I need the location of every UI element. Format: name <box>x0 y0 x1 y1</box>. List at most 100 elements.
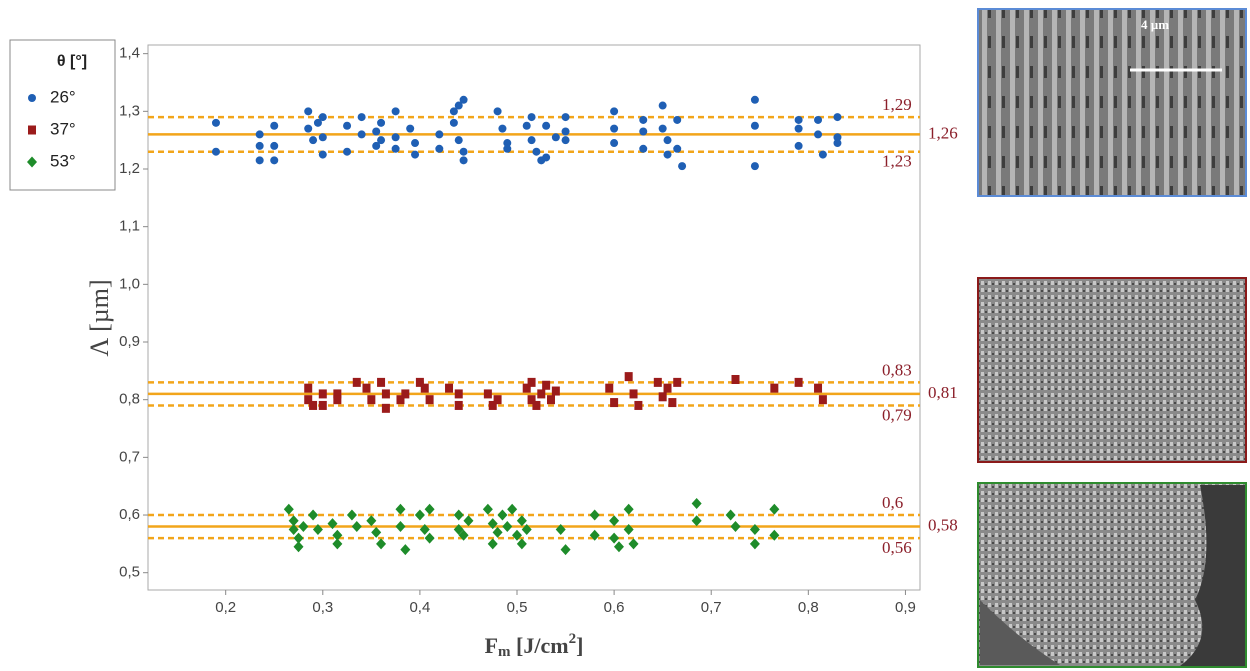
point <box>377 118 386 127</box>
point <box>381 403 390 413</box>
band-label: 1,26 <box>928 123 958 142</box>
point <box>211 118 220 127</box>
point <box>332 529 343 541</box>
point <box>493 395 502 405</box>
y-tick-label: 1,0 <box>119 275 140 292</box>
point <box>27 156 37 168</box>
point <box>381 389 390 399</box>
point <box>395 521 406 533</box>
y-tick-label: 1,1 <box>119 218 140 235</box>
legend-label: 37° <box>50 119 76 138</box>
point <box>794 141 803 150</box>
point <box>512 529 523 541</box>
point <box>453 509 464 521</box>
point <box>270 121 279 130</box>
point <box>749 523 760 535</box>
point <box>376 538 387 550</box>
point <box>503 139 512 148</box>
micrograph-region <box>980 600 1060 665</box>
point <box>357 130 366 139</box>
y-tick-label: 1,2 <box>119 160 140 177</box>
point <box>537 389 546 399</box>
point <box>750 121 759 130</box>
point <box>493 107 502 116</box>
point <box>391 133 400 142</box>
point <box>454 136 463 145</box>
point <box>366 515 377 527</box>
point <box>814 383 823 393</box>
y-tick-label: 0,5 <box>119 564 140 581</box>
x-tick-label: 0,4 <box>409 599 430 616</box>
point <box>551 133 560 142</box>
point <box>527 377 536 387</box>
point <box>270 141 279 150</box>
point <box>532 147 541 156</box>
point <box>351 521 362 533</box>
band-label: 0,6 <box>882 493 903 512</box>
point <box>814 115 823 124</box>
point <box>28 125 36 135</box>
point <box>613 541 624 553</box>
point <box>561 113 570 122</box>
x-tick-label: 0,7 <box>701 599 722 616</box>
band-label: 1,23 <box>882 152 912 171</box>
point <box>343 121 352 130</box>
point <box>377 136 386 145</box>
point <box>605 383 614 393</box>
point <box>372 141 381 150</box>
point <box>731 374 740 384</box>
point <box>255 141 264 150</box>
point <box>458 529 469 541</box>
x-tick-label: 0,5 <box>507 599 528 616</box>
point <box>283 503 294 515</box>
micrograph <box>977 277 1247 463</box>
point <box>492 526 503 538</box>
micrograph-region <box>1180 485 1245 666</box>
point <box>725 509 736 521</box>
point <box>527 113 536 122</box>
point <box>833 113 842 122</box>
point <box>769 503 780 515</box>
point <box>406 124 415 133</box>
point <box>639 144 648 153</box>
point <box>678 162 687 171</box>
plot-frame <box>147 44 921 591</box>
point <box>610 139 619 148</box>
point <box>532 400 541 410</box>
point <box>482 503 493 515</box>
point <box>610 107 619 116</box>
point <box>497 509 508 521</box>
band-label: 0,58 <box>928 515 958 534</box>
point <box>309 400 318 410</box>
x-tick-label: 0,6 <box>604 599 625 616</box>
point <box>293 541 304 553</box>
y-tick-label: 0,7 <box>119 448 140 465</box>
point <box>487 538 498 550</box>
point <box>589 509 600 521</box>
point <box>304 395 313 405</box>
point <box>750 95 759 104</box>
point <box>749 538 760 550</box>
x-label-sup: 2 <box>569 631 577 647</box>
point <box>327 518 338 530</box>
point <box>304 124 313 133</box>
point <box>555 523 566 535</box>
point <box>293 532 304 544</box>
point <box>502 521 513 533</box>
point <box>769 529 780 541</box>
legend-box <box>9 39 116 191</box>
point <box>527 136 536 145</box>
point <box>304 107 313 116</box>
point <box>639 127 648 136</box>
point <box>425 395 434 405</box>
point <box>424 503 435 515</box>
x-tick-label: 0,8 <box>798 599 819 616</box>
point <box>372 127 381 136</box>
legend-title: θ [°] <box>57 53 87 70</box>
point <box>333 395 342 405</box>
point <box>463 515 474 527</box>
point <box>357 113 366 122</box>
point <box>609 532 620 544</box>
point <box>411 139 420 148</box>
